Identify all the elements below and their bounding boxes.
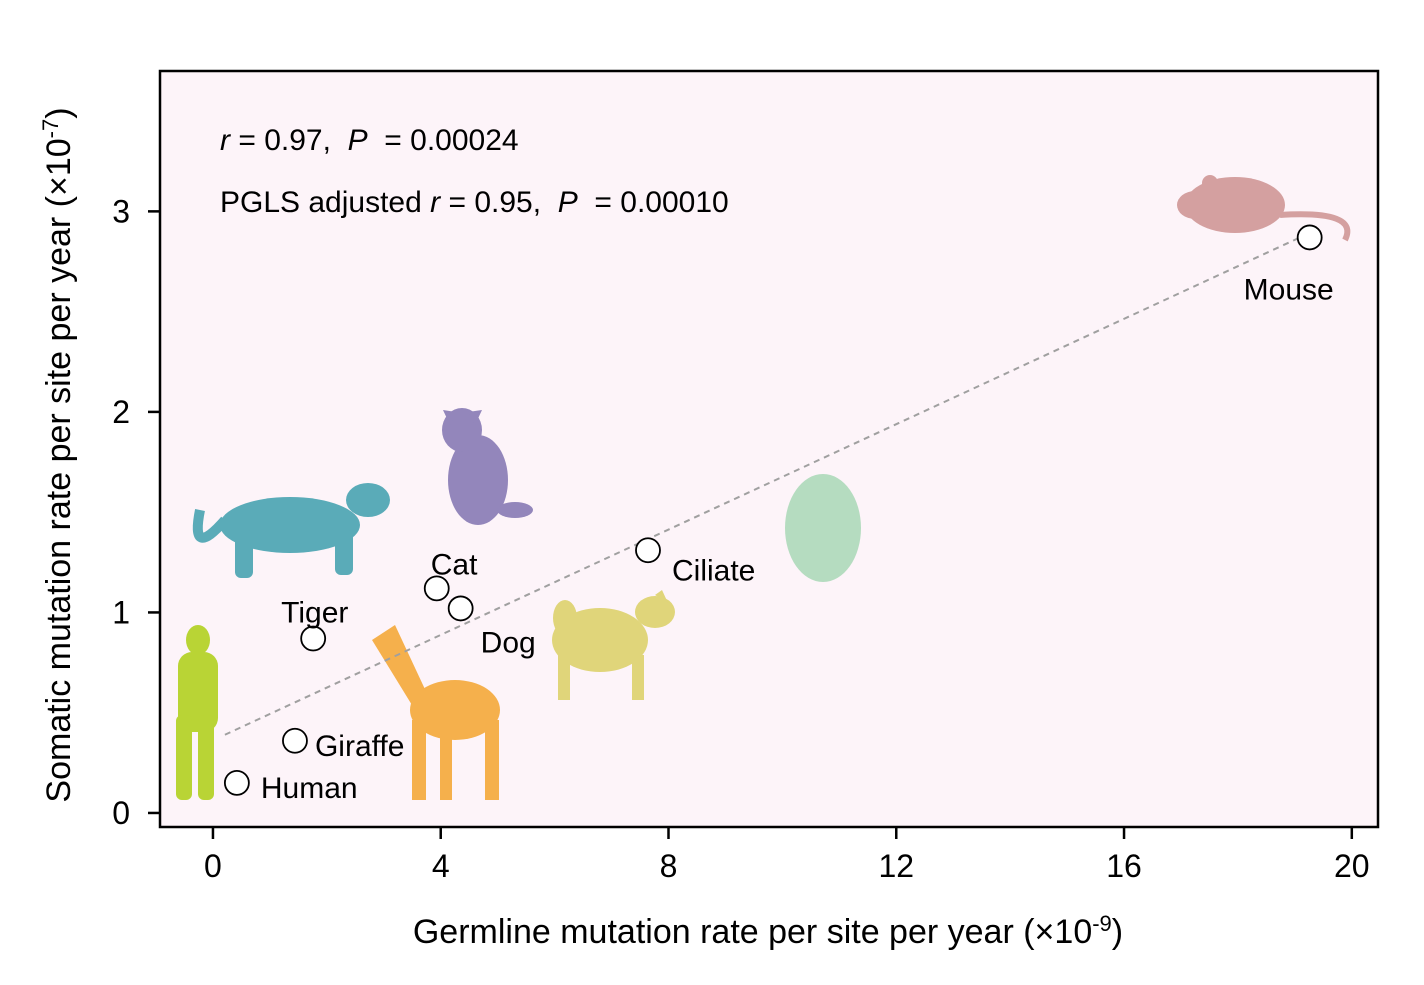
x-label-exp: -9 — [1092, 911, 1112, 936]
point-label-giraffe: Giraffe — [315, 730, 405, 763]
y-tick-label: 2 — [112, 394, 130, 430]
y-axis-label: Somatic mutation rate per site per year … — [38, 107, 78, 802]
plot-area — [160, 71, 1378, 827]
x-label-main: Germline mutation rate per site per year… — [413, 913, 1092, 951]
y-tick-label: 3 — [112, 193, 130, 229]
mouse-silhouette-icon — [1177, 175, 1351, 242]
x-tick-label: 4 — [432, 848, 450, 884]
data-point-human — [223, 769, 250, 796]
tiger-silhouette-icon — [192, 483, 390, 578]
ann2-p: P — [558, 186, 578, 219]
data-point-giraffe — [282, 727, 308, 754]
data-point-dog — [447, 595, 474, 622]
point-label-mouse: Mouse — [1244, 273, 1334, 306]
data-point-cat — [423, 575, 450, 602]
plot-frame — [158, 69, 1380, 829]
point-label-tiger: Tiger — [281, 597, 348, 630]
y-tick-label: 0 — [112, 795, 130, 831]
point-label-cat: Cat — [431, 548, 478, 581]
y-label-close: ) — [40, 107, 78, 118]
y-tick-label: 1 — [112, 594, 130, 630]
annotation-line-2: PGLS adjusted r = 0.95, P = 0.00010 — [220, 186, 729, 219]
x-tick-label: 0 — [204, 848, 222, 884]
x-tick-label: 16 — [1106, 848, 1142, 884]
ann2-prefix: PGLS adjusted — [220, 186, 430, 219]
point-label-human: Human — [261, 772, 358, 805]
y-label-exp: -7 — [38, 119, 63, 139]
x-tick-label: 12 — [878, 848, 914, 884]
x-tick-label: 20 — [1334, 848, 1370, 884]
ann1-r: r — [220, 124, 231, 157]
giraffe-silhouette-icon — [372, 625, 500, 800]
cat-silhouette-icon — [442, 408, 533, 525]
data-point-ciliate — [635, 537, 661, 564]
data-points: Human Giraffe Tiger Cat Dog Ciliate Mouse — [223, 224, 1334, 805]
point-label-ciliate: Ciliate — [672, 554, 755, 587]
ann1-p-text: = 0.00024 — [368, 124, 519, 157]
annotation-line-1: r = 0.97, P = 0.00024 — [220, 124, 519, 157]
human-silhouette-icon — [176, 625, 218, 800]
ciliate-silhouette-icon — [785, 474, 861, 582]
ann2-r: r — [430, 186, 441, 219]
x-tick-label: 8 — [660, 848, 678, 884]
ann2-p-text: = 0.00010 — [578, 186, 729, 219]
ann2-r-text: = 0.95, — [440, 186, 558, 219]
dog-silhouette-icon — [552, 590, 675, 700]
ann1-r-text: = 0.97, — [230, 124, 348, 157]
animal-silhouettes — [176, 175, 1351, 800]
y-label-main: Somatic mutation rate per site per year … — [40, 138, 78, 802]
data-point-mouse — [1296, 224, 1323, 251]
data-point-tiger — [300, 625, 327, 652]
point-label-dog: Dog — [481, 626, 536, 659]
x-label-close: ) — [1112, 913, 1123, 951]
ann1-p: P — [348, 124, 368, 157]
x-axis-label: Germline mutation rate per site per year… — [413, 911, 1123, 951]
